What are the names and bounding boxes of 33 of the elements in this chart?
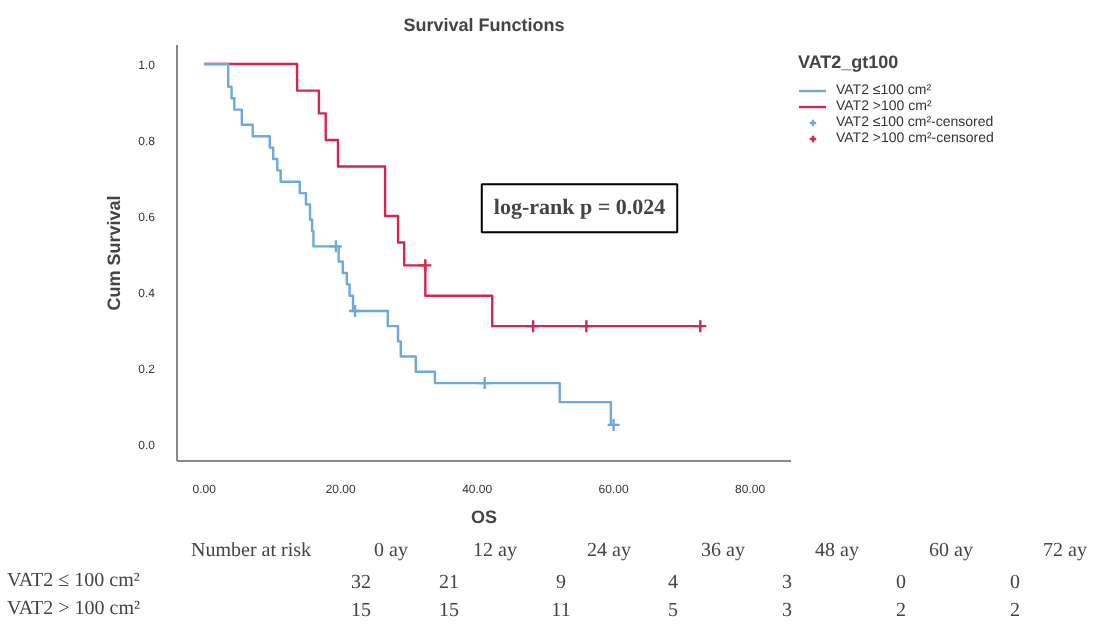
text: 3	[782, 572, 792, 594]
text: 0	[1010, 572, 1020, 594]
text: VAT2 > 100 cm²	[7, 598, 141, 620]
text: 12 ay	[473, 540, 517, 562]
point	[477, 375, 492, 391]
text: 0 ay	[374, 540, 408, 562]
point	[418, 258, 433, 273]
text: 2	[896, 600, 906, 622]
text: VAT2 ≤ 100 cm²	[7, 570, 140, 592]
legend-title: VAT2_gt100	[798, 52, 901, 72]
text: 72 ay	[1043, 540, 1087, 562]
text: 60 ay	[929, 540, 973, 562]
point	[579, 318, 594, 334]
x-axis-title: OS	[471, 507, 498, 527]
text: 3	[782, 600, 792, 622]
annotation: log-rank p = 0.024	[493, 196, 667, 221]
chart-title: Survival Functions	[403, 15, 565, 35]
point	[606, 417, 621, 433]
text: Number at risk	[191, 540, 312, 562]
y-axis-title: Cum Survival	[104, 195, 125, 311]
text: 5	[668, 600, 678, 622]
text: 24 ay	[587, 540, 631, 562]
text: 15	[439, 600, 459, 622]
text: 36 ay	[701, 540, 745, 562]
text: 15	[351, 600, 371, 622]
text: 11	[551, 600, 571, 622]
text: 4	[668, 572, 678, 594]
text: 9	[556, 572, 566, 594]
text: 32	[351, 572, 371, 594]
text: 2	[1010, 600, 1020, 622]
text: 0	[896, 572, 906, 594]
text: 21	[439, 572, 459, 594]
text: 48 ay	[815, 540, 859, 562]
